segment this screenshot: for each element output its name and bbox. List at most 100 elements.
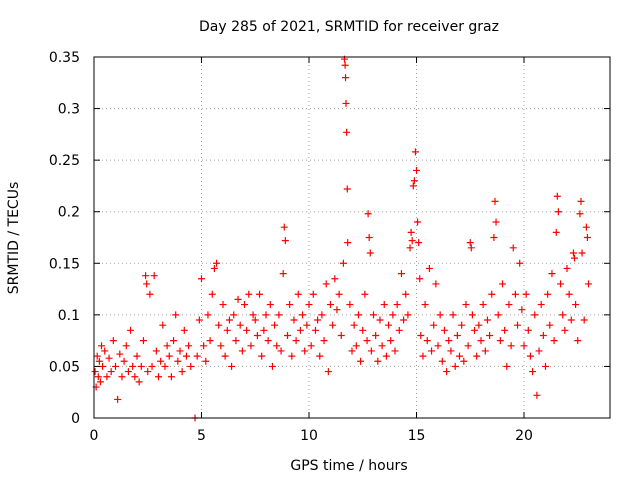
data-point xyxy=(118,373,126,381)
data-point xyxy=(483,316,491,324)
data-point xyxy=(488,290,496,298)
data-point xyxy=(501,326,509,334)
data-point xyxy=(554,208,562,216)
data-point xyxy=(531,311,539,319)
data-point xyxy=(144,368,152,376)
data-point xyxy=(225,316,233,324)
data-point xyxy=(364,210,372,218)
data-point xyxy=(264,337,272,345)
data-point xyxy=(305,301,313,309)
data-point xyxy=(294,290,302,298)
data-point xyxy=(232,337,240,345)
data-point xyxy=(376,316,384,324)
data-point xyxy=(529,368,537,376)
data-point xyxy=(292,337,300,345)
data-point xyxy=(400,316,408,324)
data-point xyxy=(572,301,580,309)
data-point xyxy=(116,350,124,358)
data-point xyxy=(93,352,101,360)
data-point xyxy=(518,306,526,314)
data-point xyxy=(91,368,99,376)
data-point xyxy=(112,362,119,370)
data-point xyxy=(142,272,150,280)
data-point xyxy=(163,342,171,350)
data-point xyxy=(223,326,231,334)
data-point xyxy=(187,362,195,370)
data-point xyxy=(275,311,283,319)
data-point xyxy=(219,301,227,309)
data-point xyxy=(105,354,113,362)
data-point xyxy=(260,326,268,334)
data-point xyxy=(462,301,470,309)
data-point xyxy=(228,362,236,370)
data-point xyxy=(109,337,117,345)
x-tick-label: 5 xyxy=(197,428,206,444)
data-point xyxy=(413,166,420,174)
data-point xyxy=(180,326,188,334)
data-point xyxy=(346,301,354,309)
data-point xyxy=(279,270,287,278)
data-point xyxy=(299,311,307,319)
data-point xyxy=(460,357,468,365)
y-tick-label: 0.25 xyxy=(49,153,80,169)
data-point xyxy=(234,295,242,303)
x-tick-label: 0 xyxy=(90,428,99,444)
data-point xyxy=(296,326,304,334)
data-point xyxy=(281,237,289,245)
data-point xyxy=(155,373,162,381)
data-point xyxy=(393,301,401,309)
data-point xyxy=(464,342,472,350)
data-point xyxy=(382,352,390,360)
data-point xyxy=(301,347,309,355)
y-tick-label: 0 xyxy=(71,411,80,427)
x-tick-label: 10 xyxy=(300,428,318,444)
data-point xyxy=(479,301,487,309)
data-point xyxy=(357,357,365,365)
data-point xyxy=(434,342,442,350)
data-point xyxy=(150,272,158,280)
data-point xyxy=(343,185,351,193)
data-point xyxy=(397,270,405,278)
data-point xyxy=(481,347,489,355)
data-point xyxy=(210,264,218,272)
data-points xyxy=(91,55,592,422)
data-point xyxy=(309,290,317,298)
data-point xyxy=(443,368,451,376)
data-point xyxy=(411,148,419,156)
data-point xyxy=(314,316,322,324)
data-point xyxy=(288,352,296,360)
data-point xyxy=(354,311,362,319)
data-point xyxy=(365,234,373,241)
data-point xyxy=(135,378,143,386)
data-point xyxy=(311,326,319,334)
data-point xyxy=(221,352,229,360)
data-point xyxy=(458,321,466,329)
data-point xyxy=(438,357,446,365)
data-point xyxy=(120,357,128,365)
data-point xyxy=(520,342,528,350)
data-point xyxy=(202,357,210,365)
data-point xyxy=(303,321,311,329)
data-point xyxy=(389,311,397,319)
data-point xyxy=(99,362,107,370)
data-point xyxy=(539,331,547,339)
data-point xyxy=(127,326,135,334)
y-tick-label: 0.15 xyxy=(49,256,80,272)
data-point xyxy=(490,234,498,241)
data-point xyxy=(94,373,102,381)
data-point xyxy=(148,362,156,370)
data-point xyxy=(320,337,328,345)
data-point xyxy=(425,264,433,272)
data-point xyxy=(363,337,371,345)
data-point xyxy=(451,362,459,370)
data-point xyxy=(511,290,519,298)
data-point xyxy=(372,331,380,339)
data-point xyxy=(124,368,132,376)
y-tick-label: 0.3 xyxy=(58,102,80,118)
plot-frame xyxy=(93,56,611,419)
data-point xyxy=(178,368,186,376)
data-point xyxy=(407,228,415,236)
data-point xyxy=(402,290,410,298)
data-point xyxy=(327,301,334,309)
